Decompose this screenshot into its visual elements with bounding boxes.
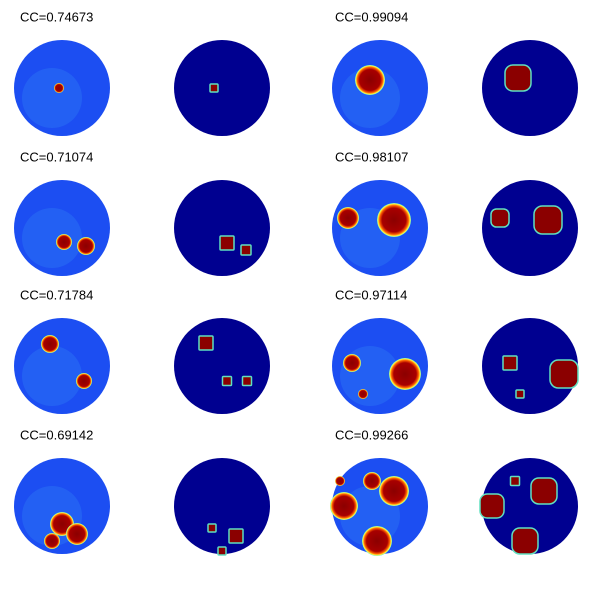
inclusion xyxy=(479,493,505,519)
inclusion xyxy=(337,207,359,229)
inclusion xyxy=(502,355,518,371)
truth-disk xyxy=(174,318,270,414)
cc-label: CC=0.99266 xyxy=(335,427,408,442)
inclusion xyxy=(41,335,59,353)
texture xyxy=(22,208,82,268)
inclusion xyxy=(533,205,563,235)
inclusion xyxy=(330,492,358,520)
inclusion xyxy=(343,354,361,372)
truth-disk xyxy=(174,40,270,136)
inclusion xyxy=(209,83,219,93)
truth-disk xyxy=(482,318,578,414)
cc-label: CC=0.69142 xyxy=(20,427,93,442)
inclusion xyxy=(389,358,421,390)
cc-label: CC=0.99094 xyxy=(335,9,408,24)
inclusion xyxy=(228,528,244,544)
inclusion xyxy=(530,477,558,505)
inclusion xyxy=(207,523,217,533)
inclusion xyxy=(358,389,368,399)
inclusion xyxy=(221,375,233,387)
inclusion xyxy=(362,526,392,556)
truth-disk xyxy=(174,458,270,554)
inclusion xyxy=(377,203,411,237)
cc-label: CC=0.71074 xyxy=(20,149,93,164)
inclusion xyxy=(240,244,252,256)
inclusion xyxy=(76,373,92,389)
inclusion xyxy=(515,389,525,399)
inclusion xyxy=(490,208,510,228)
reconstruction-disk xyxy=(14,318,110,414)
inclusion xyxy=(54,83,64,93)
inclusion xyxy=(56,234,72,250)
inclusion xyxy=(355,65,385,95)
inclusion xyxy=(219,235,235,251)
inclusion xyxy=(335,476,345,486)
cc-label: CC=0.71784 xyxy=(20,287,93,302)
inclusion xyxy=(77,237,95,255)
inclusion xyxy=(379,476,409,506)
truth-disk xyxy=(174,180,270,276)
reconstruction-disk xyxy=(332,318,428,414)
cc-label: CC=0.97114 xyxy=(335,287,407,302)
inclusion xyxy=(504,64,532,92)
inclusion xyxy=(198,335,214,351)
inclusion xyxy=(217,546,227,556)
inclusion xyxy=(363,472,381,490)
inclusion xyxy=(549,359,579,389)
cc-label: CC=0.74673 xyxy=(20,9,93,24)
inclusion xyxy=(511,527,539,555)
texture xyxy=(340,68,400,128)
texture xyxy=(22,346,82,406)
inclusion xyxy=(44,533,60,549)
cc-label: CC=0.98107 xyxy=(335,149,408,164)
inclusion xyxy=(509,475,521,487)
texture xyxy=(22,68,82,128)
inclusion xyxy=(241,375,253,387)
truth-disk xyxy=(482,180,578,276)
inclusion xyxy=(66,523,88,545)
